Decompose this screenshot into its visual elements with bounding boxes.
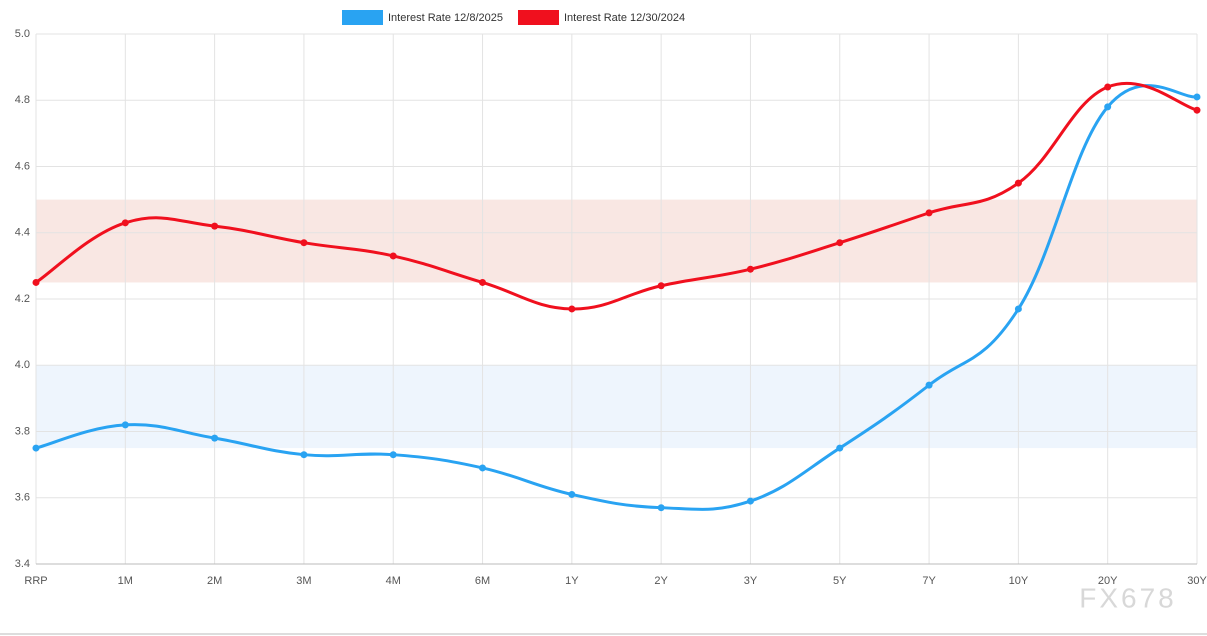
data-point: [1193, 106, 1201, 114]
x-tick-label: 3M: [296, 575, 311, 587]
x-tick-label: 30Y: [1187, 575, 1207, 587]
x-tick-label: 2Y: [654, 575, 668, 587]
x-tick-label: RRP: [24, 575, 47, 587]
data-point: [568, 490, 576, 498]
y-tick-label: 3.4: [15, 558, 30, 570]
y-tick-label: 4.2: [15, 293, 30, 305]
data-point: [300, 239, 308, 247]
data-point: [1104, 103, 1112, 111]
y-tick-label: 5.0: [15, 28, 30, 40]
data-point: [389, 451, 397, 459]
data-point: [32, 278, 40, 286]
data-point: [746, 497, 754, 505]
x-tick-label: 2M: [207, 575, 222, 587]
y-tick-label: 3.6: [15, 492, 30, 504]
data-point: [121, 219, 129, 227]
x-tick-label: 10Y: [1009, 575, 1029, 587]
x-tick-label: 20Y: [1098, 575, 1118, 587]
x-tick-label: 4M: [386, 575, 401, 587]
data-point: [479, 464, 487, 472]
y-tick-label: 4.6: [15, 160, 30, 172]
y-tick-label: 4.4: [15, 227, 30, 239]
legend-label: Interest Rate 12/30/2024: [564, 12, 685, 24]
y-tick-label: 4.8: [15, 94, 30, 106]
data-point: [657, 504, 665, 512]
band: [36, 365, 1197, 449]
legend-label: Interest Rate 12/8/2025: [388, 12, 503, 24]
legend-swatch: [342, 10, 383, 25]
x-tick-label: 1M: [118, 575, 133, 587]
legend-swatch: [518, 10, 559, 25]
data-point: [568, 305, 576, 313]
x-tick-label: 3Y: [744, 575, 758, 587]
data-point: [1104, 83, 1112, 91]
data-point: [479, 278, 487, 286]
y-tick-label: 4.0: [15, 359, 30, 371]
data-point: [746, 265, 754, 273]
data-point: [211, 222, 219, 230]
watermark: FX678: [1079, 582, 1177, 613]
data-point: [389, 252, 397, 260]
data-point: [32, 444, 40, 452]
data-point: [836, 239, 844, 247]
data-point: [211, 434, 219, 442]
x-tick-label: 1Y: [565, 575, 579, 587]
data-point: [657, 282, 665, 290]
data-point: [121, 421, 129, 429]
x-tick-label: 7Y: [922, 575, 936, 587]
band: [36, 199, 1197, 283]
data-point: [1014, 179, 1022, 187]
x-tick-label: 5Y: [833, 575, 847, 587]
data-point: [925, 209, 933, 217]
data-point: [1193, 93, 1201, 101]
y-tick-label: 3.8: [15, 425, 30, 437]
data-point: [925, 381, 933, 389]
data-point: [1014, 305, 1022, 313]
x-tick-label: 6M: [475, 575, 490, 587]
data-point: [300, 451, 308, 459]
data-point: [836, 444, 844, 452]
